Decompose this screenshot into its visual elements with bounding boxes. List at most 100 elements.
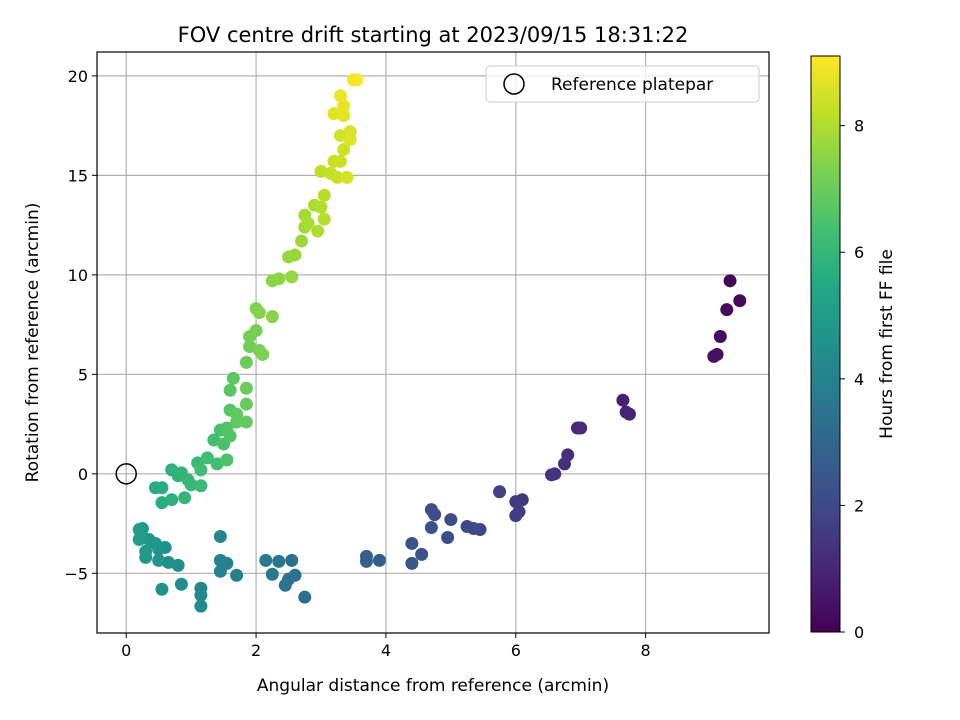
- scatter-point: [733, 294, 747, 308]
- scatter-point: [223, 383, 237, 397]
- scatter-point: [713, 330, 727, 344]
- scatter-point: [213, 564, 227, 578]
- scatter-point: [337, 99, 351, 113]
- y-tick-label: −5: [64, 564, 88, 583]
- x-tick-label: 2: [251, 641, 261, 660]
- scatter-point: [230, 568, 244, 582]
- scatter-point: [142, 532, 156, 546]
- scatter-point: [165, 493, 179, 507]
- scatter-point: [333, 89, 347, 103]
- scatter-point: [424, 521, 438, 535]
- scatter-point: [239, 381, 253, 395]
- scatter-point: [444, 513, 458, 527]
- colorbar-gradient: [810, 55, 841, 633]
- scatter-point: [278, 578, 292, 592]
- colorbar: 0 2 4 6 8 Hours from first FF file: [810, 55, 897, 642]
- scatter-point: [372, 553, 386, 567]
- y-tick-label: 5: [78, 365, 88, 384]
- scatter-point: [252, 306, 266, 320]
- scatter-point: [239, 415, 253, 429]
- scatter-point: [272, 554, 286, 568]
- scatter-point: [317, 212, 331, 226]
- scatter-point: [314, 200, 328, 214]
- colorbar-label: Hours from first FF file: [877, 249, 897, 439]
- scatter-point: [441, 530, 455, 544]
- legend-box: [485, 65, 760, 103]
- scatter-point: [194, 588, 208, 602]
- scatter-point: [359, 554, 373, 568]
- scatter-point: [265, 567, 279, 581]
- scatter-point: [223, 429, 237, 443]
- scatter-point: [194, 599, 208, 613]
- x-tick-label: 0: [121, 641, 131, 660]
- y-tick-label: 10: [68, 266, 88, 285]
- scatter-point: [405, 556, 419, 570]
- scatter-point: [337, 142, 351, 156]
- plot-area-frame: [96, 51, 770, 634]
- scatter-point: [155, 481, 169, 495]
- scatter-point: [350, 73, 364, 87]
- scatter-point: [288, 248, 302, 262]
- scatter-point: [707, 349, 721, 363]
- scatter-point: [415, 547, 429, 561]
- scatter-point: [333, 129, 347, 143]
- scatter-point: [226, 371, 240, 385]
- y-tick-label: 0: [78, 465, 88, 484]
- scatter-point: [343, 133, 357, 147]
- scatter-point: [330, 170, 344, 184]
- scatter-point: [174, 577, 188, 591]
- scatter-point: [723, 274, 737, 288]
- scatter-point: [155, 582, 169, 596]
- x-tick-label: 6: [511, 641, 521, 660]
- scatter-point: [200, 451, 214, 465]
- scatter-point: [405, 536, 419, 550]
- scatter-point: [132, 532, 146, 546]
- x-tick-label: 4: [381, 641, 391, 660]
- x-tick-label: 8: [641, 641, 651, 660]
- scatter-point: [161, 555, 175, 569]
- scatter-point: [285, 270, 299, 284]
- scatter-point: [337, 109, 351, 123]
- scatter-point: [178, 491, 192, 505]
- scatter-point: [239, 355, 253, 369]
- scatter-point: [243, 339, 257, 353]
- scatter-point: [139, 544, 153, 558]
- scatter-point: [301, 216, 315, 230]
- scatter-point: [616, 393, 630, 407]
- scatter-point: [424, 503, 438, 517]
- scatter-point: [295, 234, 309, 248]
- scatter-point: [230, 415, 244, 429]
- colorbar-ticks: 0 2 4 6 8: [840, 117, 864, 642]
- x-axis-label: Angular distance from reference (arcmin): [257, 676, 609, 696]
- scatter-point: [622, 407, 636, 421]
- reference-marker-group: [115, 463, 137, 485]
- scatter-point: [285, 553, 299, 567]
- y-axis-ticks: −5 0 5 10 15 20: [64, 67, 97, 583]
- scatter-point: [327, 107, 341, 121]
- scatter-point: [132, 523, 146, 537]
- scatter-point: [259, 553, 273, 567]
- chart-title: FOV centre drift starting at 2023/09/15 …: [178, 23, 689, 47]
- scatter-point: [557, 457, 571, 471]
- scatter-point: [213, 529, 227, 543]
- scatter-point: [239, 397, 253, 411]
- y-tick-label: 15: [68, 166, 88, 185]
- scatter-point: [311, 224, 325, 238]
- scatter-point: [194, 463, 208, 477]
- scatter-point: [720, 303, 734, 317]
- scatter-point: [317, 188, 331, 202]
- scatter-point: [493, 485, 507, 499]
- scatter-point: [460, 520, 474, 534]
- scatter-point: [220, 453, 234, 467]
- x-axis-ticks: 0 2 4 6 8: [121, 633, 651, 660]
- legend-marker-circle: [503, 73, 525, 95]
- scatter-point: [272, 272, 286, 286]
- scatter-point: [544, 468, 558, 482]
- colorbar-tick-label: 0: [854, 623, 864, 642]
- scatter-point: [314, 164, 328, 178]
- scatter-point: [340, 170, 354, 184]
- scatter-point: [509, 509, 523, 523]
- scatter-point: [210, 457, 224, 471]
- y-axis-label: Rotation from reference (arcmin): [23, 203, 43, 483]
